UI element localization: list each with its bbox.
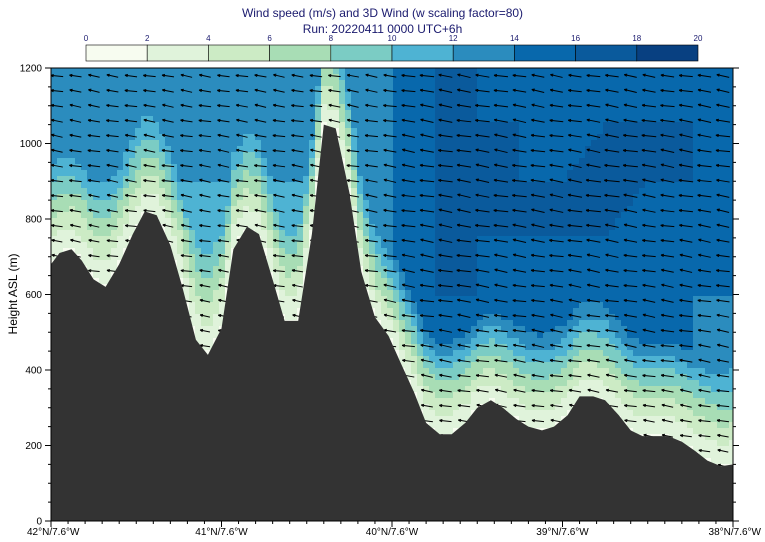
y-tick-label: 1200: [20, 64, 43, 75]
chart-subtitle: Run: 20220411 0000 UTC+6h: [302, 22, 463, 36]
colorbar-label: 6: [267, 34, 272, 43]
colorbar-bin: [636, 44, 699, 62]
y-tick-label: 800: [25, 215, 42, 226]
colorbar-bin: [452, 44, 515, 62]
y-tick-label: 1000: [20, 139, 43, 150]
colorbar-bin: [146, 44, 209, 62]
colorbar-bin: [85, 44, 148, 62]
x-tick-label: 40°N/7.6°W: [366, 527, 419, 538]
colorbar-label: 18: [632, 34, 641, 43]
colorbar-bin: [208, 44, 270, 62]
terrain-area: [51, 124, 733, 521]
colorbar-bin: [391, 44, 454, 62]
colorbar-label: 0: [84, 34, 89, 43]
colorbar-label: 16: [571, 34, 580, 43]
colorbar-label: 2: [145, 34, 150, 43]
x-tick-label: 41°N/7.6°W: [195, 527, 248, 538]
x-tick-label: 38°N/7.6°W: [709, 527, 762, 538]
chart-title: Wind speed (m/s) and 3D Wind (w scaling …: [241, 6, 524, 20]
colorbar-label: 14: [510, 34, 519, 43]
colorbar: 0 2 4 6 8 10 12 14 16 18 20: [84, 34, 703, 62]
y-tick-label: 0: [36, 517, 42, 528]
x-axis: 42°N/7.6°W 41°N/7.6°W 40°N/7.6°W 39°N/7.6°W…: [27, 521, 762, 538]
colorbar-label: 20: [694, 34, 703, 43]
y-tick-label: 400: [25, 366, 42, 377]
x-tick-label: 42°N/7.6°W: [27, 527, 80, 538]
colorbar-bin: [514, 44, 576, 62]
colorbar-label: 10: [388, 34, 397, 43]
y-axis-label: Height ASL (m): [6, 254, 20, 335]
colorbar-bin: [575, 44, 638, 62]
colorbar-label: 12: [449, 34, 458, 43]
terrain-profile: [51, 124, 733, 521]
colorbar-bin: [269, 44, 332, 62]
y-axis: 0 200 400 600 800 1000 1200: [20, 64, 739, 528]
colorbar-bin: [330, 44, 393, 62]
colorbar-label: 4: [206, 34, 211, 43]
colorbar-label: 8: [329, 34, 334, 43]
x-tick-label: 39°N/7.6°W: [536, 527, 589, 538]
y-tick-label: 600: [25, 290, 42, 301]
y-tick-label: 200: [25, 441, 42, 452]
